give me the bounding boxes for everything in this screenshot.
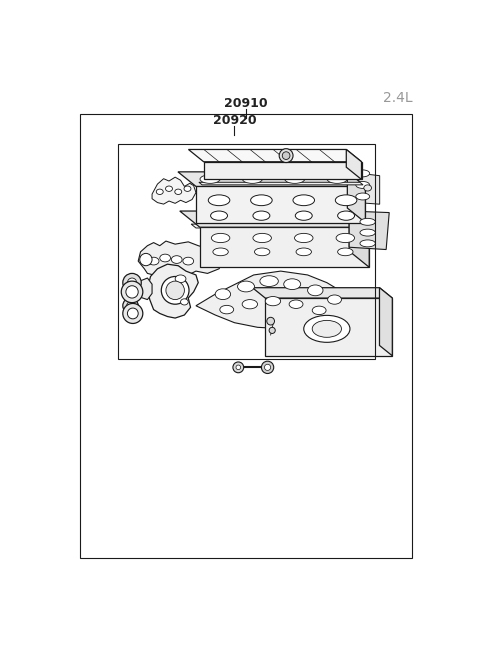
Bar — [119, 144, 375, 358]
Text: 20920: 20920 — [213, 115, 256, 128]
Polygon shape — [349, 211, 389, 250]
Ellipse shape — [220, 305, 234, 314]
Ellipse shape — [213, 248, 228, 255]
Ellipse shape — [336, 195, 357, 206]
Polygon shape — [348, 172, 365, 223]
Ellipse shape — [337, 248, 353, 255]
Ellipse shape — [253, 233, 271, 242]
Polygon shape — [265, 298, 392, 356]
Ellipse shape — [260, 276, 278, 286]
Circle shape — [262, 361, 274, 373]
Ellipse shape — [160, 254, 170, 262]
Ellipse shape — [360, 240, 375, 247]
Circle shape — [282, 152, 290, 159]
Ellipse shape — [253, 211, 270, 220]
Ellipse shape — [148, 257, 159, 265]
Ellipse shape — [312, 320, 341, 337]
Ellipse shape — [265, 297, 281, 306]
Polygon shape — [346, 299, 378, 329]
Ellipse shape — [156, 189, 163, 195]
Circle shape — [279, 149, 293, 162]
Text: 20910: 20910 — [224, 97, 268, 110]
Ellipse shape — [364, 185, 372, 191]
Polygon shape — [200, 227, 369, 267]
Ellipse shape — [304, 315, 350, 343]
Polygon shape — [180, 211, 369, 227]
Ellipse shape — [175, 275, 186, 283]
Polygon shape — [189, 149, 361, 162]
Ellipse shape — [175, 189, 182, 195]
Ellipse shape — [242, 175, 263, 183]
Ellipse shape — [296, 248, 312, 255]
Circle shape — [126, 286, 138, 298]
Polygon shape — [152, 177, 196, 204]
Circle shape — [264, 364, 271, 371]
Text: 2.4L: 2.4L — [383, 91, 412, 105]
Ellipse shape — [295, 233, 313, 242]
Ellipse shape — [295, 211, 312, 220]
Polygon shape — [196, 271, 354, 329]
Polygon shape — [348, 172, 380, 204]
Polygon shape — [191, 224, 365, 228]
Ellipse shape — [308, 285, 323, 296]
Circle shape — [123, 303, 143, 324]
Bar — [80, 114, 412, 558]
Ellipse shape — [180, 299, 188, 305]
Circle shape — [123, 273, 141, 292]
Polygon shape — [136, 278, 152, 299]
Ellipse shape — [327, 175, 347, 183]
Ellipse shape — [337, 211, 355, 220]
Ellipse shape — [289, 300, 303, 309]
Ellipse shape — [285, 175, 305, 183]
Circle shape — [233, 362, 244, 373]
Ellipse shape — [251, 195, 272, 206]
Ellipse shape — [356, 181, 370, 189]
Ellipse shape — [183, 257, 193, 265]
Polygon shape — [199, 182, 363, 185]
Ellipse shape — [254, 248, 270, 255]
Polygon shape — [349, 211, 369, 267]
Ellipse shape — [328, 295, 341, 304]
Ellipse shape — [336, 233, 355, 242]
Circle shape — [267, 317, 275, 325]
Circle shape — [121, 281, 143, 303]
Circle shape — [161, 276, 189, 304]
Polygon shape — [138, 241, 223, 276]
Ellipse shape — [215, 289, 230, 299]
Ellipse shape — [211, 211, 228, 220]
Ellipse shape — [284, 279, 300, 290]
Polygon shape — [380, 288, 392, 356]
Ellipse shape — [166, 186, 172, 191]
Ellipse shape — [356, 193, 370, 200]
Polygon shape — [204, 162, 361, 179]
Ellipse shape — [200, 175, 220, 183]
Ellipse shape — [242, 299, 258, 309]
Circle shape — [269, 328, 275, 333]
Ellipse shape — [360, 229, 375, 236]
Circle shape — [123, 298, 138, 314]
Ellipse shape — [208, 195, 230, 206]
Ellipse shape — [356, 170, 370, 177]
Ellipse shape — [312, 306, 326, 314]
Circle shape — [127, 308, 138, 319]
Circle shape — [127, 278, 137, 288]
Ellipse shape — [293, 195, 314, 206]
Circle shape — [236, 365, 240, 369]
Ellipse shape — [238, 281, 254, 292]
Polygon shape — [346, 149, 361, 179]
Circle shape — [166, 281, 184, 299]
Ellipse shape — [171, 255, 182, 263]
Polygon shape — [252, 288, 392, 298]
Circle shape — [127, 302, 134, 310]
Circle shape — [140, 253, 152, 266]
Polygon shape — [196, 187, 365, 223]
Ellipse shape — [360, 218, 375, 225]
Ellipse shape — [211, 233, 230, 242]
Polygon shape — [147, 264, 198, 318]
Ellipse shape — [184, 186, 191, 191]
Polygon shape — [178, 172, 365, 187]
